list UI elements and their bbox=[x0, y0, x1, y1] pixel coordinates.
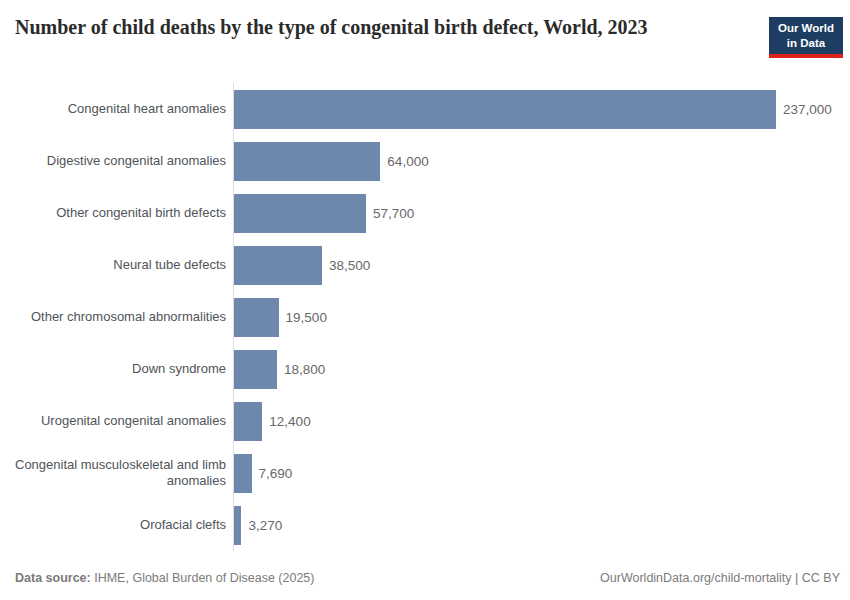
bar[interactable] bbox=[234, 194, 366, 233]
chart-row: Down syndrome 18,800 bbox=[15, 343, 842, 395]
chart-row: Congenital heart anomalies 237,000 bbox=[15, 83, 842, 135]
chart-row: Neural tube defects 38,500 bbox=[15, 239, 842, 291]
category-label: Congenital musculoskeletal and limb anom… bbox=[15, 457, 233, 488]
value-label: 57,700 bbox=[373, 206, 414, 221]
chart-title: Number of child deaths by the type of co… bbox=[15, 14, 648, 41]
owid-logo-line2: in Data bbox=[771, 36, 841, 51]
bar-track: 64,000 bbox=[233, 135, 842, 187]
category-label: Other congenital birth defects bbox=[15, 205, 233, 221]
bar[interactable] bbox=[234, 142, 380, 181]
bar-track: 38,500 bbox=[233, 239, 842, 291]
chart-footer: Data source: IHME, Global Burden of Dise… bbox=[15, 571, 840, 585]
bar[interactable] bbox=[234, 90, 776, 129]
category-label: Down syndrome bbox=[15, 361, 233, 377]
value-label: 237,000 bbox=[783, 102, 832, 117]
data-source-note: Data source: IHME, Global Burden of Dise… bbox=[15, 571, 314, 585]
data-source-label: Data source: bbox=[15, 571, 91, 585]
category-label: Other chromosomal abnormalities bbox=[15, 309, 233, 325]
bar-track: 18,800 bbox=[233, 343, 842, 395]
category-label: Digestive congenital anomalies bbox=[15, 153, 233, 169]
value-label: 12,400 bbox=[269, 414, 310, 429]
bar-chart: Congenital heart anomalies 237,000 Digesti… bbox=[15, 83, 842, 551]
value-label: 3,270 bbox=[248, 518, 282, 533]
bar[interactable] bbox=[234, 298, 279, 337]
chart-row: Congenital musculoskeletal and limb anom… bbox=[15, 447, 842, 499]
license-link[interactable]: CC BY bbox=[802, 571, 840, 585]
category-label: Orofacial clefts bbox=[15, 517, 233, 533]
data-source-text: IHME, Global Burden of Disease (2025) bbox=[91, 571, 315, 585]
owid-logo-line1: Our World bbox=[771, 21, 841, 36]
category-label: Neural tube defects bbox=[15, 257, 233, 273]
chart-rows: Congenital heart anomalies 237,000 Digesti… bbox=[15, 83, 842, 551]
value-label: 64,000 bbox=[387, 154, 428, 169]
category-label: Congenital heart anomalies bbox=[15, 101, 233, 117]
value-label: 38,500 bbox=[329, 258, 370, 273]
chart-row: Digestive congenital anomalies 64,000 bbox=[15, 135, 842, 187]
bar[interactable] bbox=[234, 246, 322, 285]
chart-row: Orofacial clefts 3,270 bbox=[15, 499, 842, 551]
owid-logo[interactable]: Our World in Data bbox=[769, 17, 843, 58]
bar-track: 7,690 bbox=[233, 447, 842, 499]
value-label: 18,800 bbox=[284, 362, 325, 377]
bar-track: 19,500 bbox=[233, 291, 842, 343]
y-axis-line bbox=[233, 83, 234, 551]
footer-divider: | bbox=[792, 571, 802, 585]
bar[interactable] bbox=[234, 506, 241, 545]
value-label: 7,690 bbox=[259, 466, 293, 481]
chart-row: Urogenital congenital anomalies 12,400 bbox=[15, 395, 842, 447]
value-label: 19,500 bbox=[286, 310, 327, 325]
category-label: Urogenital congenital anomalies bbox=[15, 413, 233, 429]
chart-page: Number of child deaths by the type of co… bbox=[0, 0, 850, 600]
owid-url-link[interactable]: OurWorldinData.org/child-mortality bbox=[600, 571, 792, 585]
bar[interactable] bbox=[234, 454, 252, 493]
bar-track: 12,400 bbox=[233, 395, 842, 447]
bar-track: 57,700 bbox=[233, 187, 842, 239]
bar[interactable] bbox=[234, 350, 277, 389]
bar-track: 3,270 bbox=[233, 499, 842, 551]
bar-track: 237,000 bbox=[233, 83, 842, 135]
chart-row: Other congenital birth defects 57,700 bbox=[15, 187, 842, 239]
footer-links: OurWorldinData.org/child-mortality | CC … bbox=[600, 571, 840, 585]
chart-row: Other chromosomal abnormalities 19,500 bbox=[15, 291, 842, 343]
bar[interactable] bbox=[234, 402, 262, 441]
